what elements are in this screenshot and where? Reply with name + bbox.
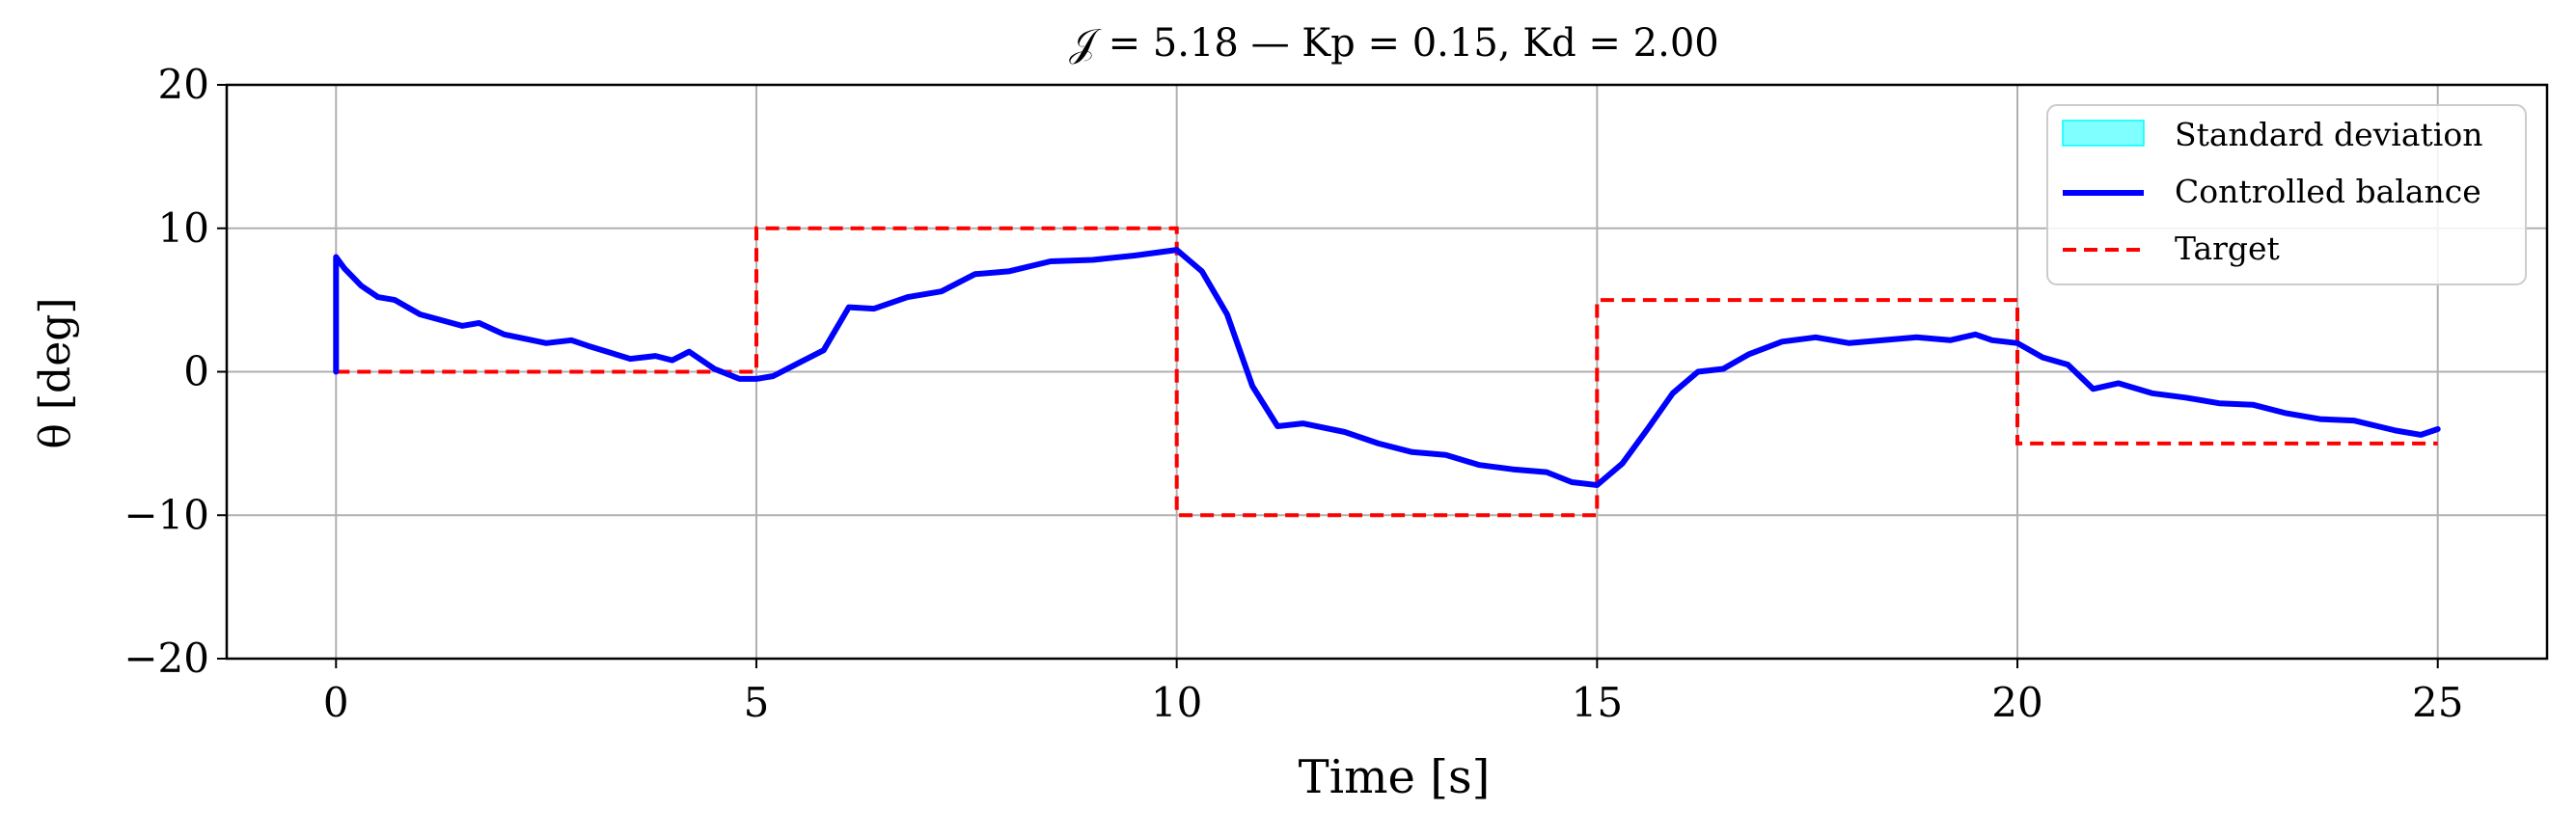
y-tick-label: −20 xyxy=(123,635,209,682)
legend-box xyxy=(2046,104,2527,285)
x-tick-label: 5 xyxy=(744,679,770,726)
y-axis-label: θ [deg] xyxy=(31,297,80,448)
axis-ticks: 0 5 10 15 20 25 −20 −10 0 10 20 xyxy=(123,61,2463,726)
legend-swatch-band xyxy=(2062,120,2145,147)
y-tick-label: 20 xyxy=(158,61,209,108)
x-tick-label: 0 xyxy=(323,679,349,726)
y-tick-label: 10 xyxy=(158,204,209,252)
x-tick-label: 15 xyxy=(1572,679,1623,726)
chart-title: 𝒥 = 5.18 — Kp = 0.15, Kd = 2.00 xyxy=(1069,21,1718,66)
legend-label-balance: Controlled balance xyxy=(2175,173,2481,210)
legend-label-std: Standard deviation xyxy=(2175,116,2482,153)
legend: Standard deviation Controlled balance Ta… xyxy=(2046,104,2527,285)
legend-label-target: Target xyxy=(2175,230,2280,267)
controlled-balance-series-line xyxy=(333,247,2441,488)
x-tick-label: 20 xyxy=(1991,679,2042,726)
y-tick-label: 0 xyxy=(183,348,209,395)
target-series-line xyxy=(336,226,2438,518)
x-axis-label: Time [s] xyxy=(1299,750,1491,804)
series-layer xyxy=(333,226,2441,518)
y-tick-label: −10 xyxy=(123,491,209,538)
x-tick-label: 10 xyxy=(1151,679,1202,726)
x-tick-label: 25 xyxy=(2412,679,2463,726)
